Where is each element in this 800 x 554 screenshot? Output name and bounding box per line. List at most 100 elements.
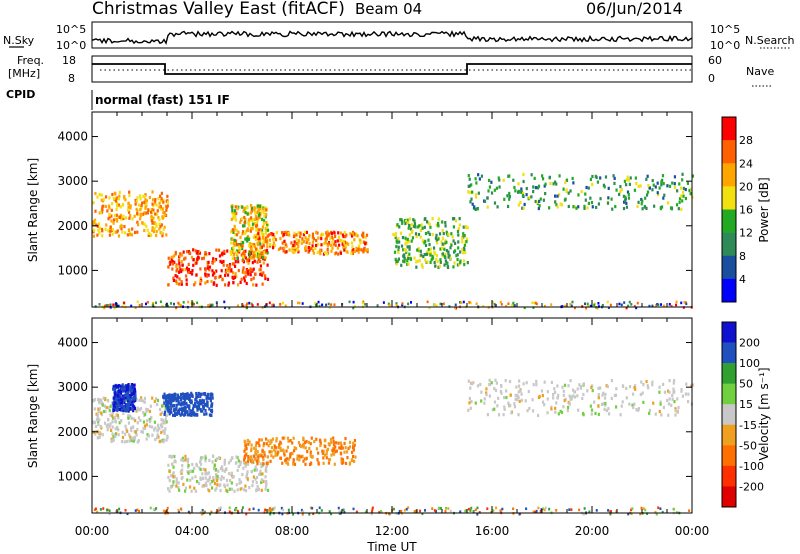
heatmap-cell	[611, 207, 614, 211]
power-panel-bg	[92, 112, 692, 307]
heatmap-cell	[408, 240, 411, 244]
heatmap-cell	[175, 264, 178, 269]
heatmap-cell	[232, 281, 235, 285]
heatmap-cell	[615, 387, 618, 391]
heatmap-cell	[128, 193, 131, 198]
heatmap-cell	[181, 401, 185, 405]
heatmap-cell	[215, 248, 218, 252]
heatmap-cell	[641, 207, 644, 211]
heatmap-cell	[182, 458, 185, 463]
heatmap-cell	[353, 438, 357, 443]
heatmap-cell	[458, 217, 461, 221]
heatmap-cell	[317, 462, 320, 466]
heatmap-cell	[394, 232, 397, 236]
heatmap-cell	[520, 187, 523, 191]
heatmap-cell	[537, 206, 540, 211]
heatmap-cell	[661, 174, 665, 178]
heatmap-cell	[595, 205, 598, 210]
heatmap-cell	[415, 265, 418, 269]
heatmap-cell	[632, 405, 635, 410]
heatmap-cell	[259, 272, 262, 277]
heatmap-cell	[164, 427, 167, 431]
heatmap-cell	[493, 400, 497, 404]
heatmap-cell	[294, 446, 298, 451]
heatmap-cell	[231, 228, 234, 232]
heatmap-cell	[467, 173, 470, 178]
heatmap-cell	[431, 254, 434, 258]
heatmap-cell	[501, 507, 504, 511]
heatmap-cell	[352, 300, 355, 304]
heatmap-cell	[198, 466, 201, 470]
heatmap-cell	[177, 400, 180, 404]
heatmap-cell	[181, 263, 184, 267]
heatmap-cell	[423, 225, 426, 229]
heatmap-cell	[672, 507, 675, 511]
heatmap-cell	[230, 456, 234, 460]
heatmap-cell	[275, 446, 278, 450]
heatmap-cell	[159, 423, 163, 427]
heatmap-cell	[142, 194, 145, 198]
heatmap-cell	[115, 510, 118, 513]
heatmap-cell	[247, 442, 250, 446]
heatmap-cell	[111, 401, 114, 405]
heatmap-cell	[223, 300, 226, 304]
heatmap-cell	[191, 407, 195, 411]
heatmap-cell	[113, 405, 116, 410]
heatmap-cell	[645, 193, 649, 197]
heatmap-cell	[304, 248, 307, 252]
heatmap-cell	[162, 215, 166, 219]
heatmap-cell	[635, 408, 638, 412]
heatmap-cell	[112, 218, 116, 222]
heatmap-cell	[406, 259, 409, 263]
heatmap-cell	[94, 191, 97, 196]
heatmap-cell	[423, 252, 426, 257]
heatmap-cell	[636, 204, 639, 209]
heatmap-cell	[264, 256, 267, 260]
heatmap-cell	[436, 259, 439, 264]
heatmap-cell	[285, 230, 288, 234]
heatmap-cell	[233, 489, 236, 493]
heatmap-cell	[102, 409, 105, 414]
heatmap-cell	[120, 398, 124, 402]
colorbar-tick-label: 12	[739, 227, 753, 240]
heatmap-cell	[322, 456, 325, 460]
heatmap-cell	[346, 250, 349, 254]
heatmap-cell	[500, 302, 503, 306]
heatmap-cell	[352, 446, 355, 450]
heatmap-cell	[470, 197, 473, 201]
heatmap-cell	[577, 408, 580, 412]
heatmap-cell	[175, 403, 178, 407]
heatmap-cell	[117, 433, 120, 437]
heatmap-cell	[99, 508, 102, 511]
heatmap-cell	[129, 388, 132, 392]
heatmap-cell	[309, 453, 312, 457]
heatmap-cell	[505, 395, 508, 400]
heatmap-cell	[526, 409, 529, 413]
heatmap-cell	[239, 220, 242, 224]
heatmap-cell	[272, 507, 275, 510]
heatmap-cell	[302, 459, 305, 463]
heatmap-cell	[266, 488, 270, 492]
heatmap-cell	[99, 211, 102, 215]
heatmap-cell	[168, 469, 171, 474]
heatmap-cell	[342, 234, 345, 239]
heatmap-cell	[469, 200, 472, 204]
heatmap-cell	[597, 202, 601, 206]
heatmap-cell	[251, 304, 254, 307]
heatmap-cell	[123, 224, 126, 229]
heatmap-cell	[136, 220, 139, 224]
heatmap-cell	[165, 233, 168, 237]
heatmap-cell	[418, 259, 421, 263]
heatmap-cell	[633, 402, 636, 406]
heatmap-cell	[256, 235, 259, 239]
heatmap-cell	[316, 250, 319, 255]
heatmap-cell	[217, 469, 220, 473]
heatmap-cell	[112, 435, 115, 439]
heatmap-cell	[170, 474, 173, 478]
heatmap-cell	[623, 179, 627, 183]
heatmap-cell	[246, 438, 249, 443]
heatmap-cell	[191, 412, 194, 416]
heatmap-cell	[168, 397, 171, 401]
heatmap-cell	[274, 453, 277, 457]
heatmap-cell	[179, 268, 182, 272]
